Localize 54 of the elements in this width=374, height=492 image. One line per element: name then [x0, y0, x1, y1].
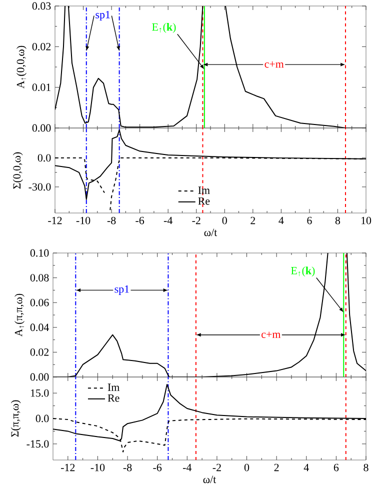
y-axis-title: A$_{↑}$(π,π,ω) [14, 294, 24, 337]
x-tick-label: -10 [90, 464, 105, 472]
x-tick-label: 0 [222, 216, 227, 224]
x-tick-label: -4 [164, 216, 172, 224]
y-tick-label: 0.03 [32, 2, 51, 10]
y-tick-label: 0.08 [30, 274, 49, 282]
y-tick-label: 0.0 [38, 154, 51, 162]
legend-label: Im [108, 384, 120, 391]
x-tick-label: 10 [361, 216, 372, 224]
y-tick-label: -15.0 [26, 440, 49, 448]
legend-label: Im [198, 186, 210, 194]
x-tick-label: -12 [61, 464, 75, 472]
ref-line-label: E$_{↑}$(k) [291, 266, 315, 277]
x-axis-title: ω/t [203, 476, 216, 484]
y-axis-title: A$_{↑}$(0,0,ω) [16, 46, 26, 88]
y-tick-label: 0.00 [30, 373, 49, 381]
y-tick-label: 0.02 [32, 42, 51, 50]
x-tick-label: 6 [307, 216, 312, 224]
legend-label: Re [198, 197, 210, 205]
ref-line-label: c+m [262, 332, 281, 338]
y-tick-label: 0.06 [30, 298, 49, 306]
y-tick-label: 0.10 [30, 249, 49, 257]
x-tick-label: -10 [76, 216, 90, 224]
y-tick-label: 0.0 [36, 414, 49, 422]
legend-label: Re [108, 394, 120, 402]
y-tick-label: 0.00 [32, 124, 51, 132]
x-tick-label: -12 [48, 216, 62, 224]
x-tick-label: 2 [250, 216, 256, 224]
x-tick-label: 4 [278, 216, 284, 224]
x-tick-label: -6 [153, 464, 162, 472]
x-tick-label: -8 [123, 464, 132, 472]
x-tick-label: -6 [136, 216, 144, 224]
x-tick-label: 8 [364, 464, 368, 472]
ref-line-label: sp1 [114, 285, 129, 295]
y-tick-label: 0.04 [30, 324, 49, 332]
x-tick-label: -2 [212, 464, 221, 472]
ref-line-label: E$_{↑}$(k) [152, 22, 176, 33]
y-tick-label: 0.02 [30, 348, 49, 356]
x-tick-label: -2 [192, 216, 200, 224]
x-tick-label: 8 [335, 216, 340, 224]
x-tick-label: 4 [304, 464, 309, 472]
y-tick-label: 0.01 [32, 84, 50, 92]
ref-line-label: sp1 [96, 10, 110, 21]
x-tick-label: 0 [244, 464, 250, 472]
y-axis-title: Σ(0,0,ω) [12, 152, 23, 189]
x-tick-label: 2 [274, 464, 279, 472]
x-axis-title: ω/t [204, 228, 218, 236]
x-tick-label: -8 [107, 216, 116, 224]
x-tick-label: 6 [334, 464, 339, 472]
x-tick-label: -4 [182, 464, 192, 472]
y-axis-title: Σ(π,π,ω) [10, 400, 21, 437]
y-tick-label: -30.0 [28, 183, 51, 191]
ref-line-label: c+m [264, 61, 284, 68]
y-tick-label: 15.0 [30, 389, 49, 397]
